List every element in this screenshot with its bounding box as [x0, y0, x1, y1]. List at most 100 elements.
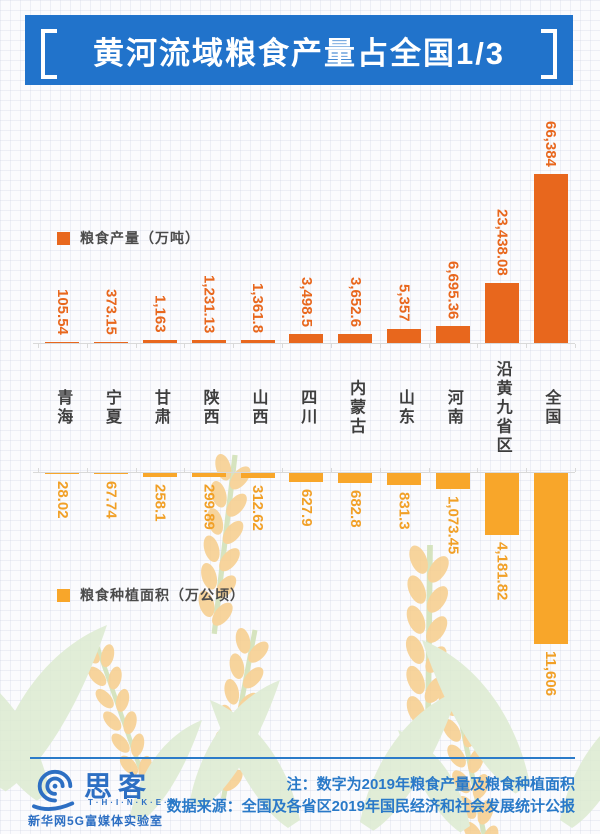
axis-tick — [135, 344, 137, 348]
value-label: 6,695.36 — [444, 260, 462, 319]
chart-column: 312.62 — [233, 473, 282, 644]
chart-column: 66,384 — [526, 121, 575, 343]
area-bar-8 — [435, 473, 470, 489]
note-line-1: 注：数字为2019年粮食产量及粮食种植面积 — [286, 776, 575, 793]
legend-planting-area: 粮食种植面积（万公顷） — [57, 585, 245, 605]
footer: 思客 T·H·I·N·K·E·R 新华网5G富媒体实验室 注：数字为2019年粮… — [0, 760, 600, 834]
value-label: 23,438.08 — [493, 209, 511, 276]
production-bar-2 — [143, 340, 178, 343]
area-bar-0 — [45, 473, 80, 474]
chart-column: 1,231.13 — [184, 174, 233, 343]
chart-column: 全国 — [526, 343, 575, 472]
org-name: 新华网5G富媒体实验室 — [28, 814, 164, 828]
chart-column: 4,181.82 — [477, 473, 526, 644]
bottom-chart-axis — [33, 472, 575, 473]
axis-tick — [233, 468, 235, 472]
production-bar-6 — [338, 334, 373, 343]
axis-tick — [184, 468, 186, 472]
source-notes: 注：数字为2019年粮食产量及粮食种植面积 数据来源：全国及各省区2019年国民… — [167, 774, 575, 818]
value-label: 1,361.8 — [249, 282, 267, 333]
axis-tick — [282, 344, 284, 348]
axis-tick — [233, 344, 235, 348]
chart-column: 山西 — [233, 343, 282, 472]
category-label-10: 全国 — [542, 388, 560, 427]
chart-column: 258.1 — [136, 473, 185, 644]
legend-label: 粮食产量（万吨） — [80, 230, 200, 246]
production-bar-3 — [191, 340, 226, 343]
axis-tick — [575, 468, 576, 472]
category-label-9: 沿黄九省区 — [493, 360, 511, 455]
chart-column: 青海 — [38, 343, 87, 472]
category-label-7: 山东 — [395, 388, 413, 427]
category-label-6: 内蒙古 — [347, 379, 365, 436]
value-label: 11,606 — [542, 651, 560, 697]
axis-tick — [282, 468, 284, 472]
production-bar-0 — [45, 342, 80, 343]
chart-column: 内蒙古 — [331, 343, 380, 472]
value-label: 312.62 — [249, 485, 267, 531]
value-label: 3,498.5 — [297, 276, 315, 327]
value-label: 3,652.6 — [346, 276, 364, 327]
production-bar-8 — [435, 326, 470, 343]
chart-column: 373.15 — [87, 174, 136, 343]
category-label-4: 山西 — [249, 388, 267, 427]
left-bracket-icon — [41, 29, 57, 79]
chart-column: 1,073.45 — [429, 473, 478, 644]
category-label-3: 陕西 — [200, 388, 218, 427]
chart-column: 831.3 — [380, 473, 429, 644]
axis-tick — [38, 344, 39, 348]
production-bar-10 — [533, 174, 568, 343]
category-axis-labels: 青海 宁夏 甘肃 陕西 山西 四川 内蒙古 山东 河南 沿黄九省区 全国 — [38, 343, 575, 472]
note-line-2: 数据来源：全国及各省区2019年国民经济和社会发展统计公报 — [166, 798, 575, 815]
axis-tick — [135, 468, 137, 472]
snail-spiral-icon — [31, 769, 75, 811]
chart-column: 682.8 — [331, 473, 380, 644]
axis-tick — [86, 468, 88, 472]
legend-swatch-yellow — [57, 588, 70, 602]
axis-tick — [330, 344, 332, 348]
planting-area-bars: 28.02 67.74 258.1 299.89 312.62 627.9 682.8 831… — [38, 473, 575, 696]
chart-column: 河南 — [429, 343, 478, 472]
value-label: 831.3 — [395, 492, 413, 530]
value-label: 4,181.82 — [493, 542, 511, 601]
value-label: 28.02 — [53, 481, 71, 519]
production-bar-4 — [240, 340, 275, 343]
page-title: 黄河流域粮食产量占全国1/3 — [92, 35, 506, 71]
axis-tick — [575, 344, 576, 348]
thinker-logo: 思客 T·H·I·N·K·E·R 新华网5G富媒体实验室 — [28, 765, 178, 831]
chart-column: 1,361.8 — [233, 174, 282, 343]
chart-column: 山东 — [380, 343, 429, 472]
chart-column: 甘肃 — [136, 343, 185, 472]
chart-column: 28.02 — [38, 473, 87, 644]
chart-column: 105.54 — [38, 174, 87, 343]
title-banner: 黄河流域粮食产量占全国1/3 — [25, 15, 573, 85]
legend-grain-production: 粮食产量（万吨） — [57, 228, 200, 248]
area-bar-2 — [143, 473, 178, 477]
category-label-8: 河南 — [444, 388, 462, 427]
axis-tick — [86, 344, 88, 348]
chart-column: 1,163 — [136, 174, 185, 343]
axis-tick — [477, 344, 479, 348]
value-label: 1,073.45 — [444, 496, 462, 555]
production-bar-9 — [484, 283, 519, 343]
axis-tick — [330, 468, 332, 472]
area-bar-1 — [94, 473, 129, 474]
value-label: 627.9 — [297, 489, 315, 527]
axis-tick — [428, 344, 430, 348]
axis-tick — [38, 468, 39, 472]
value-label: 105.54 — [53, 289, 71, 335]
category-label-1: 宁夏 — [103, 388, 121, 427]
chart-column: 宁夏 — [87, 343, 136, 472]
category-label-0: 青海 — [54, 388, 72, 427]
value-label: 682.8 — [346, 490, 364, 528]
axis-tick — [428, 468, 430, 472]
axis-tick — [477, 468, 479, 472]
axis-tick — [526, 344, 528, 348]
area-bar-3 — [191, 473, 226, 477]
chart-column: 67.74 — [87, 473, 136, 644]
brand-subtitle: T·H·I·N·K·E·R — [88, 798, 179, 807]
category-label-2: 甘肃 — [151, 388, 169, 427]
value-label: 258.1 — [151, 484, 169, 522]
axis-tick — [379, 468, 381, 472]
